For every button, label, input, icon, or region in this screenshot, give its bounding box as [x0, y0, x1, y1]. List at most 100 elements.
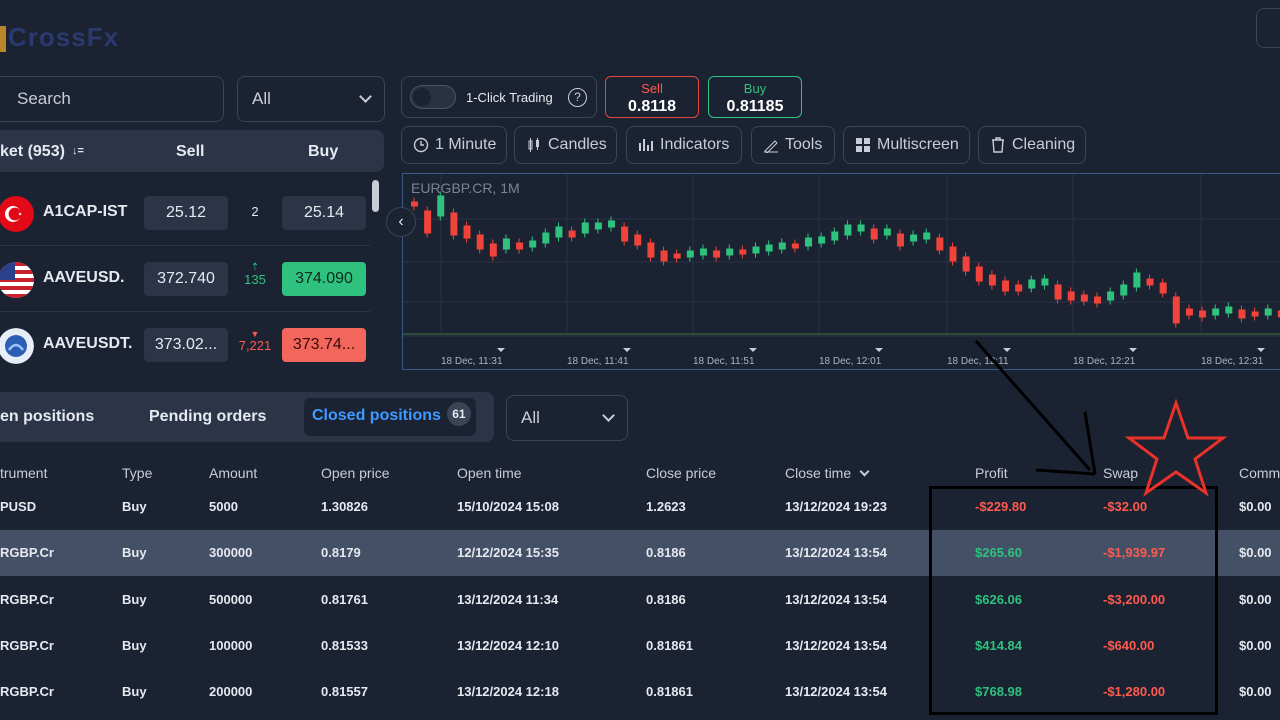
- sell-price-button[interactable]: 25.12: [144, 196, 228, 230]
- cell-profit: $768.98: [975, 684, 1022, 699]
- spread-value: 7,221: [238, 338, 272, 353]
- table-row[interactable]: RGBP.Cr Buy 100000 0.81533 13/12/2024 12:10 0…: [0, 623, 1280, 669]
- positions-filter-select[interactable]: All: [506, 395, 628, 441]
- instrument-row[interactable]: AAVEUSDT. 373.02... ▼ 7,221 373.74...: [0, 312, 370, 378]
- cell-close-price: 0.8186: [646, 545, 686, 560]
- sell-label: Sell: [641, 81, 663, 96]
- cell-profit: $265.60: [975, 545, 1022, 560]
- instrument-row[interactable]: AAVEUSD. 372.740 ⇡ 135 374.090: [0, 246, 370, 312]
- candle-body: [1277, 310, 1280, 318]
- sell-price-button[interactable]: 373.02...: [144, 328, 228, 362]
- col-type[interactable]: Type: [122, 465, 153, 481]
- table-row[interactable]: RGBP.Cr Buy 500000 0.81761 13/12/2024 11:34 0…: [0, 577, 1280, 623]
- cell-amount: 100000: [209, 638, 253, 653]
- candle-body: [647, 242, 655, 258]
- sell-price: 0.8118: [627, 98, 677, 115]
- app-logo: CrossFx: [0, 22, 119, 53]
- cell-amount: 500000: [209, 592, 253, 607]
- candle-body: [962, 256, 970, 272]
- buy-price-button[interactable]: 374.090: [282, 262, 366, 296]
- trash-icon: [992, 137, 1004, 153]
- col-instrument[interactable]: trument: [0, 465, 48, 481]
- spread-indicator: ⇡ 135: [232, 262, 278, 288]
- col-amount[interactable]: Amount: [209, 465, 258, 481]
- tools-label: Tools: [785, 136, 823, 153]
- price-chart[interactable]: 18 Dec, 11:31 18 Dec, 11:41 18 Dec, 11:51 1…: [402, 173, 1280, 370]
- col-open-time[interactable]: Open time: [457, 465, 522, 481]
- search-input[interactable]: Search: [0, 76, 224, 122]
- candle-body: [699, 248, 707, 256]
- cell-swap: -$1,939.97: [1103, 545, 1166, 560]
- sort-icon[interactable]: ↓=: [72, 145, 84, 157]
- instrument-name: AAVEUSD.: [43, 269, 125, 286]
- col-open-price[interactable]: Open price: [321, 465, 390, 481]
- collapse-panel-button[interactable]: ‹: [386, 207, 416, 237]
- candle-body: [1093, 296, 1101, 304]
- candle-body: [542, 232, 550, 244]
- col-commission[interactable]: Comm: [1239, 465, 1280, 481]
- one-click-toggle[interactable]: [410, 85, 456, 109]
- candle-body: [673, 253, 681, 259]
- cell-close-time: 13/12/2024 19:23: [785, 499, 887, 514]
- multiscreen-button[interactable]: Multiscreen: [843, 126, 970, 164]
- cleaning-button[interactable]: Cleaning: [978, 126, 1086, 164]
- candle-body: [778, 242, 786, 250]
- us-flag-icon: [0, 262, 34, 298]
- chart-type-button[interactable]: Candles: [514, 126, 617, 164]
- tools-button[interactable]: Tools: [751, 126, 835, 164]
- candle-body: [739, 249, 747, 255]
- col-close-time[interactable]: Close time: [785, 465, 870, 481]
- arrow-up-icon: ⇡: [250, 262, 260, 273]
- candle-body: [844, 224, 852, 236]
- cell-swap: -$1,280.00: [1103, 684, 1166, 699]
- time-tick-marker: [749, 348, 757, 352]
- buy-button[interactable]: Buy 0.81185: [708, 76, 802, 118]
- market-filter-select[interactable]: All: [237, 76, 385, 122]
- candle-body: [476, 234, 484, 250]
- one-click-trading-control[interactable]: 1-Click Trading ?: [401, 76, 597, 118]
- cell-open-time: 13/12/2024 12:18: [457, 684, 559, 699]
- col-profit[interactable]: Profit: [975, 465, 1008, 481]
- tab-pending-orders[interactable]: Pending orders: [149, 408, 267, 425]
- candle-body: [988, 274, 996, 286]
- candle-body: [634, 234, 642, 246]
- time-axis-label: 18 Dec, 12:31: [1201, 356, 1264, 367]
- spread-value: 135: [244, 272, 266, 287]
- cell-open-time: 13/12/2024 11:34: [457, 592, 559, 607]
- table-row[interactable]: RGBP.Cr Buy 200000 0.81557 13/12/2024 12:18 0…: [0, 669, 1280, 715]
- candle-body: [555, 226, 563, 238]
- time-axis-label: 18 Dec, 11:31: [441, 356, 503, 367]
- help-icon[interactable]: ?: [568, 88, 587, 107]
- candle-body: [713, 250, 721, 258]
- tab-closed-positions[interactable]: Closed positions 61: [304, 398, 476, 436]
- sell-price-button[interactable]: 372.740: [144, 262, 228, 296]
- timeframe-button[interactable]: 1 Minute: [401, 126, 507, 164]
- candlestick-chart: 18 Dec, 11:31 18 Dec, 11:41 18 Dec, 11:51 1…: [403, 174, 1280, 367]
- buy-price-button[interactable]: 373.74...: [282, 328, 366, 362]
- indicators-button[interactable]: Indicators: [626, 126, 742, 164]
- chart-type-label: Candles: [548, 136, 607, 153]
- col-swap[interactable]: Swap: [1103, 465, 1139, 481]
- cell-instrument: RGBP.Cr: [0, 684, 54, 699]
- sell-button[interactable]: Sell 0.8118: [605, 76, 699, 118]
- grid-icon: [856, 138, 870, 152]
- aave-coin-icon: [0, 328, 34, 364]
- tab-open-positions[interactable]: en positions: [0, 408, 95, 425]
- instrument-row[interactable]: A1CAP-IST 25.12 2 25.14: [0, 180, 370, 246]
- time-axis-label: 18 Dec, 12:11: [947, 356, 1009, 367]
- account-menu-button[interactable]: [1256, 8, 1280, 48]
- candle-body: [765, 244, 773, 252]
- candle-body: [489, 243, 497, 257]
- cell-swap: -$640.00: [1103, 638, 1155, 653]
- candle-body: [1028, 279, 1036, 289]
- buy-price-button[interactable]: 25.14: [282, 196, 366, 230]
- col-close-price[interactable]: Close price: [646, 465, 717, 481]
- timeframe-label: 1 Minute: [435, 136, 497, 153]
- pencil-ruler-icon: [764, 140, 778, 153]
- market-count-header[interactable]: ket (953): [0, 143, 65, 160]
- table-row[interactable]: RGBP.Cr Buy 300000 0.8179 12/12/2024 15:35 0.…: [0, 530, 1280, 576]
- table-row[interactable]: PUSD Buy 5000 1.30826 15/10/2024 15:08 1.2623…: [0, 484, 1280, 530]
- candle-body: [949, 246, 957, 262]
- market-scrollbar[interactable]: [372, 180, 379, 212]
- candle-body: [411, 201, 418, 207]
